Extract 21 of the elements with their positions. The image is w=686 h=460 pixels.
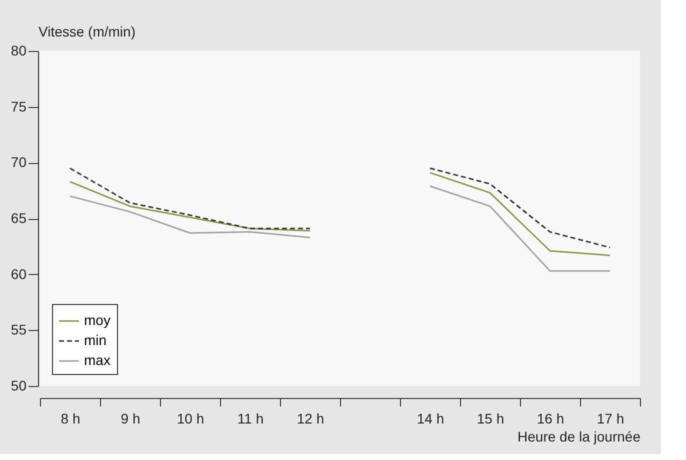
x-tick-label: 15 h — [476, 410, 504, 426]
y-tick-label: 50 — [10, 378, 27, 394]
x-axis-title: Heure de la journée — [518, 428, 641, 444]
y-tick-label: 70 — [10, 154, 27, 170]
x-tick-label: 10 h — [176, 410, 204, 426]
x-tick-label: 14 h — [416, 410, 444, 426]
y-tick-label: 65 — [10, 210, 27, 226]
y-tick-label: 60 — [10, 266, 27, 282]
x-tick-label: 12 h — [296, 410, 324, 426]
x-tick-label: 16 h — [536, 410, 564, 426]
x-tick-label: 17 h — [596, 410, 624, 426]
legend-label: moy — [84, 312, 110, 328]
legend-label: min — [84, 332, 107, 348]
y-tick-label: 80 — [10, 42, 27, 58]
y-tick-label: 75 — [10, 98, 27, 114]
x-tick-label: 8 h — [60, 410, 80, 426]
y-axis-title: Vitesse (m/min) — [38, 24, 136, 40]
y-tick-label: 55 — [10, 322, 27, 338]
x-tick-label: 11 h — [237, 410, 264, 426]
legend-label: max — [84, 352, 110, 368]
x-tick-label: 9 h — [120, 410, 140, 426]
